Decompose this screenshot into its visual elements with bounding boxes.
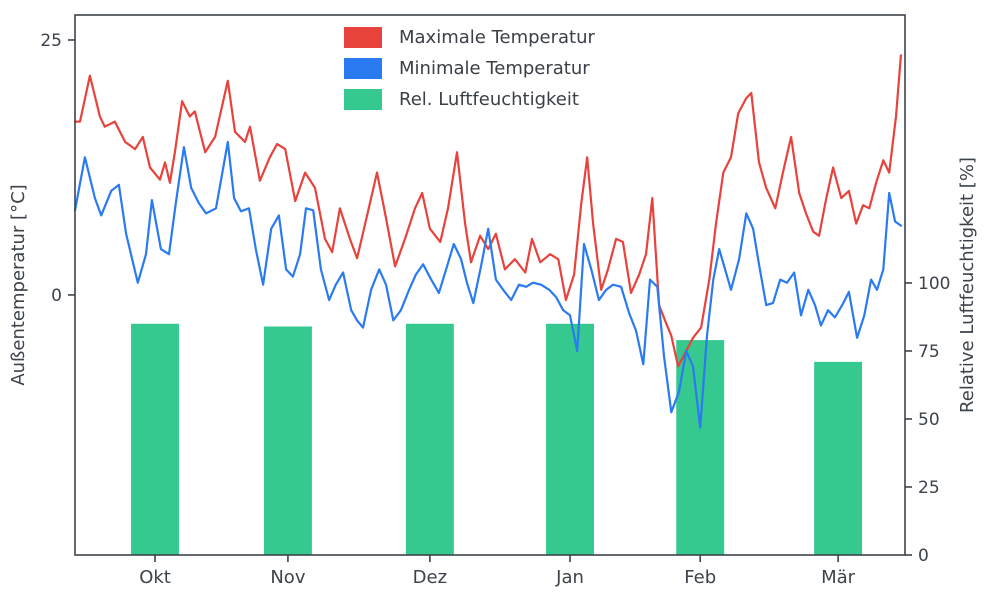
axes-layer: 0 25 0 25 50 75 100 Okt Nov Dez Jan Feb Mär [40, 14, 950, 588]
right-tick-label: 75 [918, 342, 940, 362]
legend: Maximale Temperatur Minimale Temperatur … [344, 27, 595, 110]
legend-swatch-max-temperature [344, 27, 382, 48]
legend-label-min-temperature: Minimale Temperatur [399, 58, 590, 79]
legend-label-rel-humidity: Rel. Luftfeuchtigkeit [399, 89, 579, 110]
right-tick-label: 50 [918, 410, 940, 430]
plot-frame [74, 14, 906, 556]
temperature-lines-layer [73, 54, 902, 429]
humidity-bar-Okt [131, 323, 179, 555]
month-tick-label-Dez: Dez [413, 567, 447, 588]
month-tick-label-Nov: Nov [270, 567, 305, 588]
min-temp-line [73, 140, 902, 429]
legend-item-rel-humidity: Rel. Luftfeuchtigkeit [344, 89, 595, 110]
right-tick-label: 100 [918, 274, 950, 294]
humidity-bar-Dez [405, 323, 454, 555]
month-tick-label-Feb: Feb [684, 567, 716, 588]
month-tick-label-Jan: Jan [555, 567, 584, 588]
humidity-bar-Nov [263, 326, 312, 555]
humidity-bar-Feb [676, 340, 725, 555]
humidity-bar-Jan [546, 323, 594, 555]
right-axis-label: Relative Luftfeuchtigkeit [%] [957, 157, 978, 413]
left-axis-label: Außentemperatur [°C] [8, 184, 29, 385]
month-tick-label-Okt: Okt [139, 567, 171, 588]
legend-label-max-temperature: Maximale Temperatur [399, 27, 595, 48]
left-tick-label: 25 [40, 31, 62, 51]
legend-item-min-temperature: Minimale Temperatur [344, 58, 595, 79]
right-tick-label: 0 [918, 546, 929, 566]
legend-swatch-min-temperature [344, 58, 382, 79]
right-tick-label: 25 [918, 478, 940, 498]
legend-swatch-rel-humidity [344, 89, 382, 110]
left-tick-label: 0 [51, 286, 62, 306]
legend-item-max-temperature: Maximale Temperatur [344, 27, 595, 48]
month-tick-label-Mär: Mär [821, 567, 856, 588]
max-temp-line [73, 54, 902, 368]
humidity-bar-Mär [814, 361, 863, 555]
humidity-bars-layer [131, 323, 863, 555]
